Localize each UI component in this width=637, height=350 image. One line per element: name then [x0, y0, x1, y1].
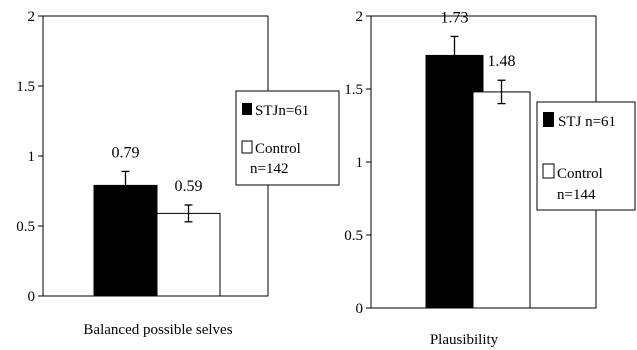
bar-control	[472, 91, 531, 309]
legend-swatch-control	[241, 140, 253, 154]
legend: STJn=61 Control n=142	[235, 90, 340, 186]
legend-label-control: Control n=142	[250, 141, 305, 177]
y-tick-label: 1	[28, 149, 36, 165]
legend-box	[235, 90, 340, 186]
legend: STJ n=61 Control n=144	[536, 101, 636, 211]
data-label-control: 0.59	[175, 178, 203, 195]
bar-control	[156, 212, 221, 297]
y-tick-label: 1	[356, 155, 364, 171]
data-label-stj: 1.73	[441, 9, 469, 26]
y-tick-label: 2	[356, 9, 364, 25]
x-axis-label: Plausibility	[430, 332, 499, 348]
error-bar-stj	[450, 35, 459, 76]
legend-swatch-stj	[242, 103, 252, 115]
legend-label-stj: STJn=61	[255, 103, 309, 119]
legend-label-stj: STJ n=61	[558, 114, 616, 130]
chart-balanced-possible-selves: 0 0.5 1 1.5 2 0.79 0.59 Balanced possible sel…	[16, 9, 340, 338]
y-tick-label: 0	[356, 301, 364, 317]
y-tick-label: 2	[28, 9, 36, 25]
data-label-control: 1.48	[488, 53, 516, 70]
data-label-stj: 0.79	[112, 144, 140, 161]
y-tick-label: 1.5	[344, 82, 363, 98]
legend-label-control: Control n=144	[557, 166, 607, 203]
y-tick-label: 0.5	[16, 219, 35, 235]
legend-swatch-control	[542, 163, 555, 179]
x-axis-label: Balanced possible selves	[83, 322, 232, 338]
y-tick-label: 0	[28, 289, 36, 305]
error-bar-control	[184, 204, 193, 223]
y-tick-label: 0.5	[344, 228, 363, 244]
y-tick-label: 1.5	[16, 79, 35, 95]
bar-stj	[93, 184, 158, 297]
error-bar-control	[497, 79, 506, 105]
chart-plausibility: 0 0.5 1 1.5 2 1.73 1.48 Plausibility STJ n=61…	[344, 9, 636, 348]
legend-swatch-stj	[543, 112, 554, 127]
error-bar-stj	[121, 170, 130, 201]
